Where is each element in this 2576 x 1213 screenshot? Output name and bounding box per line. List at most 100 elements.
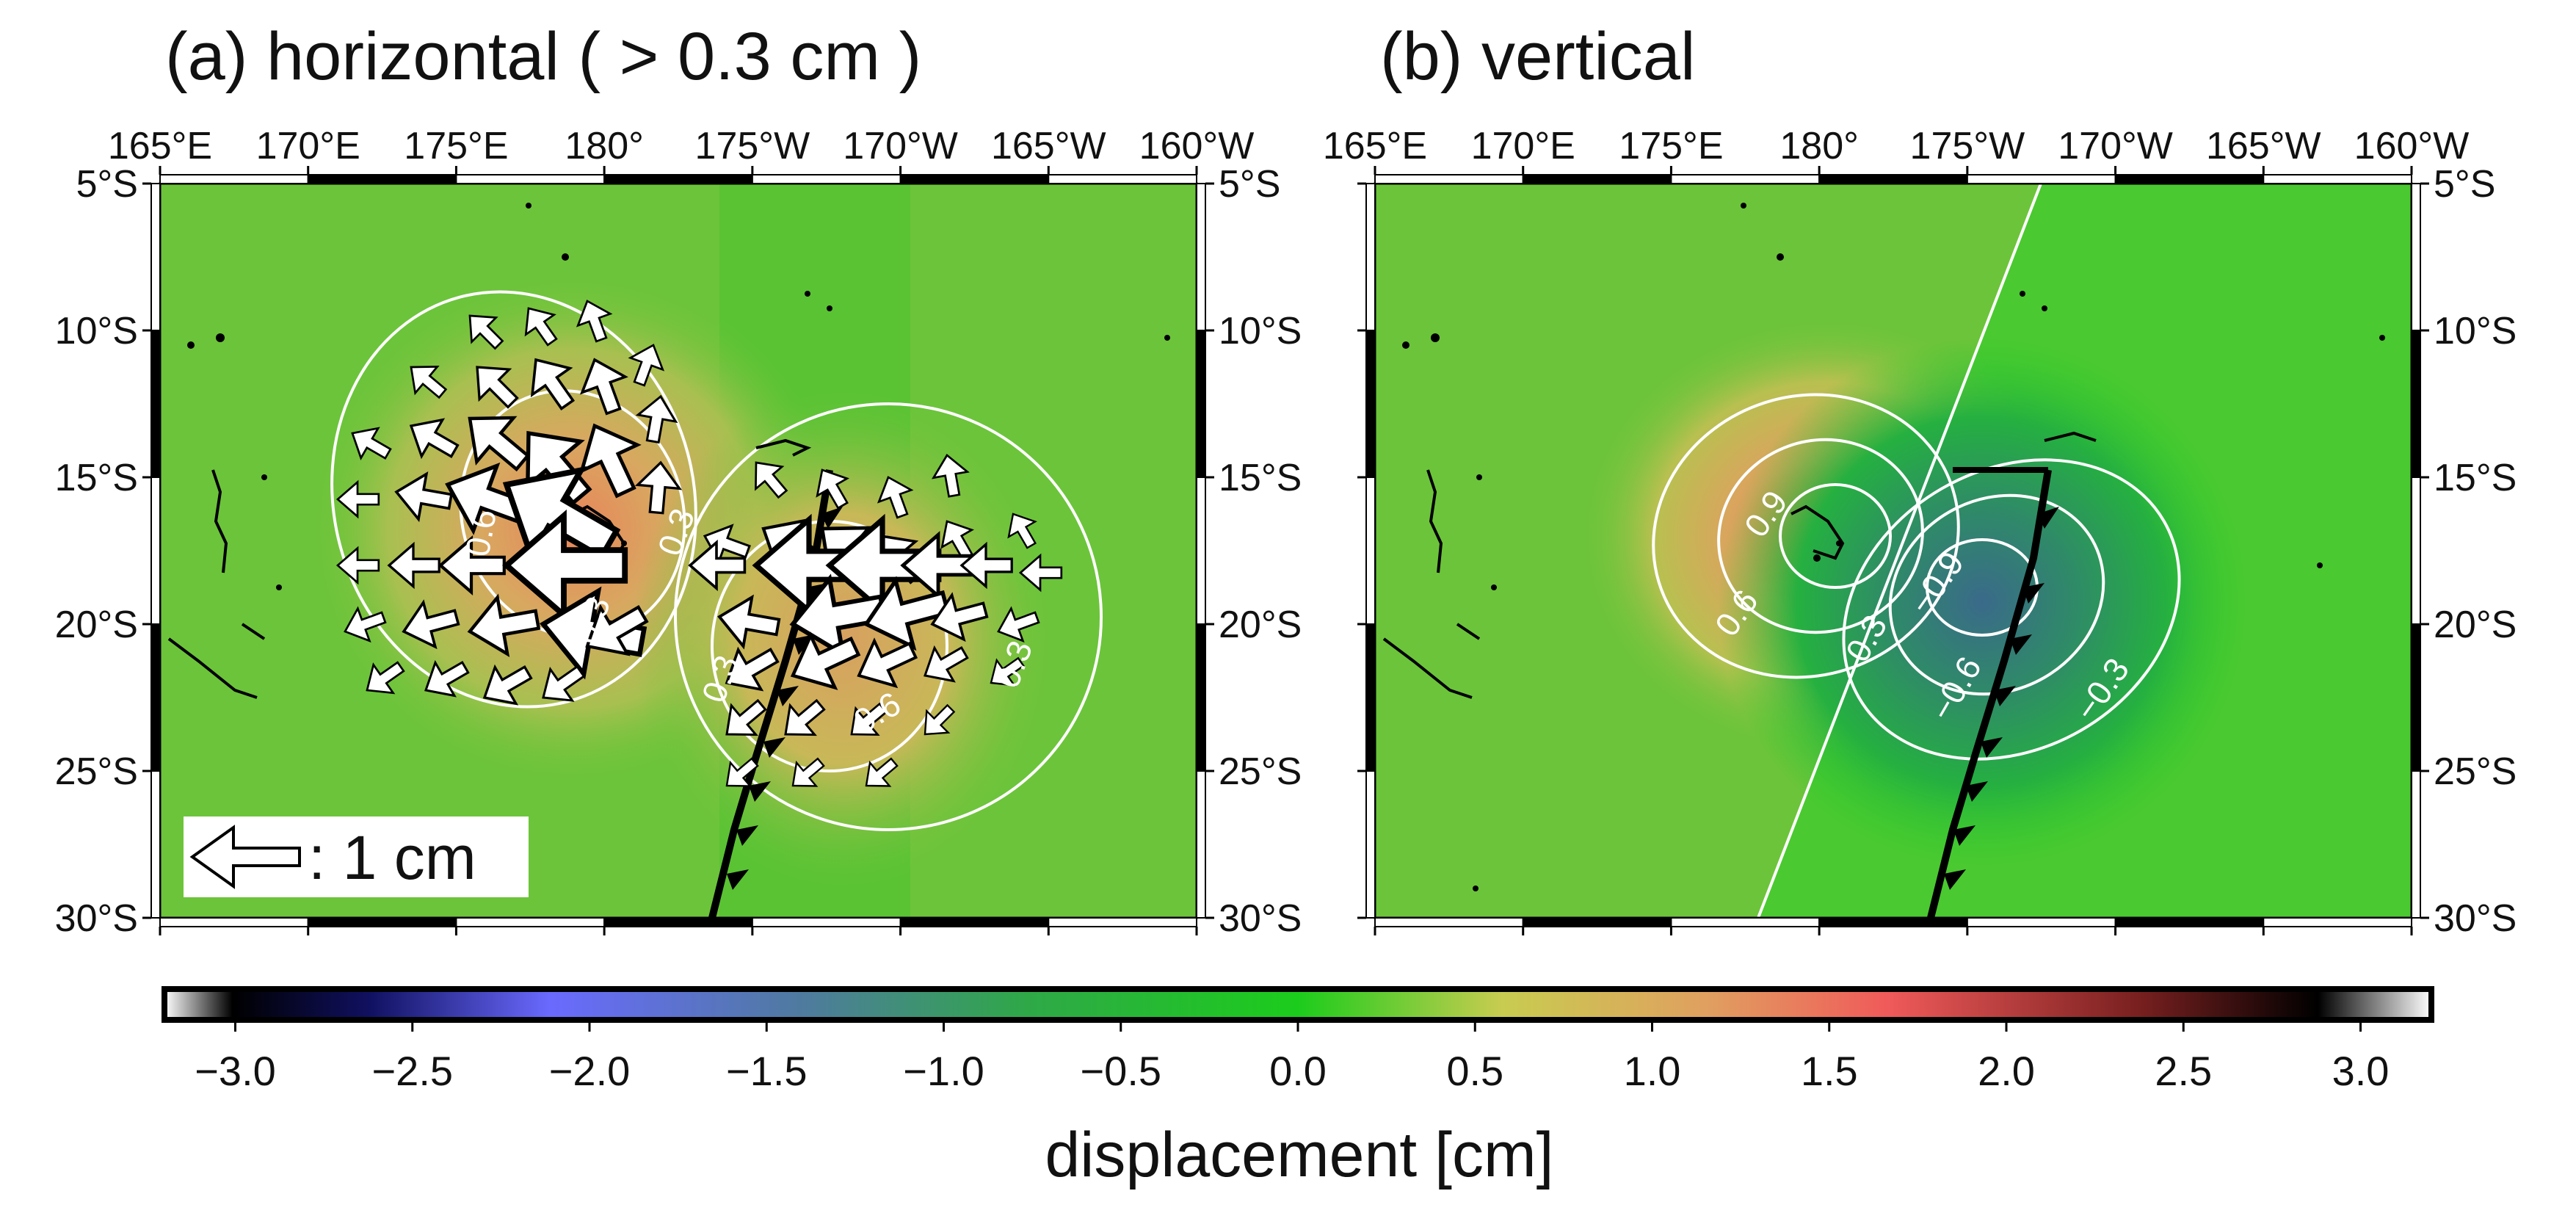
x-tick-label: 175°E xyxy=(1619,125,1723,167)
colorbar-tick-label: 1.5 xyxy=(1801,1048,1858,1094)
y-tick-label: 20°S xyxy=(2434,604,2517,646)
frame-bar xyxy=(1196,183,1206,331)
frame-bar xyxy=(1196,330,1206,478)
colorbar-ticks: −3.0 −2.5 −2.0 −1.5 −1.0 −0.5 0.0 0.5 1.0 1.5 2.0 2… xyxy=(195,1023,2389,1094)
y-tick-label: 30°S xyxy=(1219,897,1302,940)
y-tick-label: 30°S xyxy=(55,897,138,940)
frame-bar xyxy=(1365,477,1376,625)
vector-scale-legend: : 1 cm xyxy=(184,816,529,897)
colorbar-tick-label: 2.0 xyxy=(1978,1048,2035,1094)
contour-line xyxy=(1717,438,1924,634)
y-tick-label: 15°S xyxy=(2434,457,2517,499)
colorbar-tick-label: 1.0 xyxy=(1624,1048,1681,1094)
frame-bar xyxy=(1966,917,2116,927)
frame-bar xyxy=(159,174,309,184)
colorbar-tick-label: 3.0 xyxy=(2332,1048,2390,1094)
panel-a-ticks: 165°E 170°E 175°E 180° 175°W 170°W 165°W 160°W5… xyxy=(55,125,1302,940)
frame-bar xyxy=(150,330,161,478)
x-tick-label: 175°W xyxy=(695,125,810,167)
contour-line xyxy=(674,402,1103,831)
frame-bar xyxy=(603,174,753,184)
y-tick-label: 25°S xyxy=(55,750,138,793)
x-tick-label: 170°E xyxy=(1471,125,1575,167)
frame-bar xyxy=(2411,330,2421,478)
y-tick-label: 20°S xyxy=(1219,604,1302,646)
contour-line xyxy=(1779,483,1892,589)
frame-bar xyxy=(2411,477,2421,625)
panel-b-contours xyxy=(1652,393,2181,761)
y-tick-label: 20°S xyxy=(55,604,138,646)
frame-bar xyxy=(1522,917,1672,927)
x-tick-label: 175°E xyxy=(404,125,508,167)
frame-bar xyxy=(2411,623,2421,772)
frame-bar xyxy=(1365,183,1376,331)
x-tick-label: 160°W xyxy=(1139,125,1255,167)
frame-bar xyxy=(899,917,1050,927)
frame-bar xyxy=(2411,770,2421,919)
x-tick-label: 165°E xyxy=(108,125,212,167)
y-tick-label: 15°S xyxy=(1219,457,1302,499)
y-tick-label: 30°S xyxy=(2434,897,2517,940)
frame-bar xyxy=(1196,770,1206,919)
x-tick-label: 175°W xyxy=(1910,125,2025,167)
x-tick-label: 170°W xyxy=(843,125,958,167)
zero-contour-line xyxy=(1757,184,2042,918)
panel-b-coastlines xyxy=(1382,431,2097,699)
y-tick-label: 5°S xyxy=(1219,163,1280,206)
frame-bar xyxy=(159,917,309,927)
frame-bar xyxy=(1522,174,1672,184)
frame-bar xyxy=(2263,917,2412,927)
frame-bar xyxy=(1670,174,1821,184)
y-tick-label: 10°S xyxy=(55,310,138,352)
frame-bar xyxy=(1048,917,1198,927)
frame-bar xyxy=(1966,174,2116,184)
frame-bar xyxy=(2411,183,2421,331)
colorbar-tick-label: −2.5 xyxy=(371,1048,453,1094)
frame-bar xyxy=(2114,917,2265,927)
frame-bar xyxy=(150,477,161,625)
colorbar-tick-label: 0.5 xyxy=(1446,1048,1503,1094)
y-tick-label: 25°S xyxy=(2434,750,2517,793)
frame-bar xyxy=(455,917,606,927)
frame-bar xyxy=(1365,330,1376,478)
frame-bar xyxy=(751,174,901,184)
frame-bar xyxy=(1365,770,1376,919)
frame-bar xyxy=(751,917,901,927)
panel-a-displacement-lobe-east xyxy=(631,389,1057,888)
frame-bar xyxy=(1818,917,1968,927)
frame-bar xyxy=(150,623,161,772)
x-tick-label: 165°W xyxy=(991,125,1106,167)
contour-line xyxy=(330,290,697,709)
frame-bar xyxy=(150,183,161,331)
y-tick-label: 5°S xyxy=(76,163,138,206)
frame-bar xyxy=(1374,917,1524,927)
panel-a-map: 0.3 0.6 0.3 0.3 0.6 0.3 : 1 cm 165°E 170°… xyxy=(55,125,1302,940)
frame-bar xyxy=(2114,174,2265,184)
frame-bar xyxy=(2263,174,2412,184)
frame-bar xyxy=(307,917,457,927)
panel-b-ticks: 165°E 170°E 175°E 180° 175°W 170°W 165°W 160°W5… xyxy=(1323,125,2517,940)
panel-b-trench xyxy=(1927,467,2059,918)
x-tick-label: 170°W xyxy=(2058,125,2173,167)
x-tick-label: 165°W xyxy=(2206,125,2321,167)
y-tick-label: 10°S xyxy=(1219,310,1302,352)
colorbar-tick-label: −3.0 xyxy=(195,1048,276,1094)
panel-a-title: (a) horizontal ( > 0.3 cm ) xyxy=(165,19,921,94)
panel-b-title: (b) vertical xyxy=(1380,19,1695,94)
x-tick-label: 160°W xyxy=(2354,125,2470,167)
x-tick-label: 180° xyxy=(1779,125,1859,167)
y-tick-label: 10°S xyxy=(2434,310,2517,352)
frame-bar xyxy=(1374,174,1524,184)
x-tick-label: 165°E xyxy=(1323,125,1427,167)
panel-b-subsidence-lobe xyxy=(1718,338,2246,866)
contour-line xyxy=(1842,458,2181,761)
frame-bar xyxy=(899,174,1050,184)
frame-bar xyxy=(455,174,606,184)
contour-line xyxy=(1888,493,2105,696)
frame-bar xyxy=(307,174,457,184)
colorbar-gradient xyxy=(164,989,2431,1020)
colorbar-tick-label: −0.5 xyxy=(1080,1048,1161,1094)
colorbar-tick-label: −2.0 xyxy=(549,1048,631,1094)
frame-bar xyxy=(1670,917,1821,927)
